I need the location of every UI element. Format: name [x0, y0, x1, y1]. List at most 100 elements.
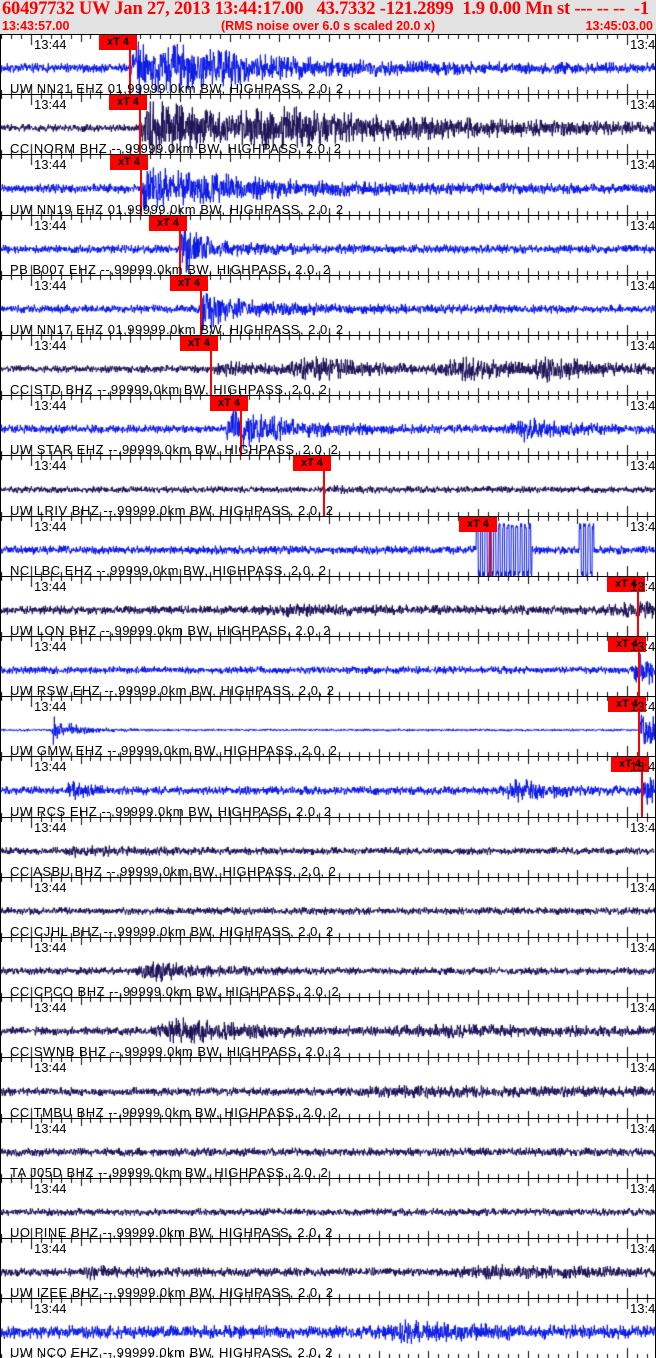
window-end-time: 13:45:03.00 — [585, 19, 653, 33]
pick-marker[interactable]: xT 4 — [607, 577, 645, 592]
trace-time-left: 13:44 — [34, 218, 67, 233]
trace-row: 13:44 13:45 CC SWNB BHZ --,99999.0km BW,… — [1, 997, 655, 1057]
station-label: UW NN17 EHZ 01,99999.0km BW, HIGHPASS, 2… — [10, 322, 344, 335]
waveform-canvas[interactable] — [1, 697, 655, 756]
trace-row: xT 4 13:44 13:45 CC NORM BHZ --,99999.0k… — [1, 94, 655, 154]
trace-time-left: 13:44 — [34, 940, 67, 955]
waveform-canvas[interactable] — [1, 938, 655, 997]
trace-time-right: 13:45 — [630, 338, 655, 353]
pick-marker[interactable]: xT 4 — [293, 456, 331, 471]
waveform-canvas[interactable] — [1, 637, 655, 696]
station-label: PB B007 EHZ --,99999.0km BW, HIGHPASS, 2… — [10, 262, 331, 275]
trace-time-left: 13:44 — [34, 37, 67, 52]
waveform-canvas[interactable] — [1, 1119, 655, 1178]
trace-row: 13:44 13:45 UO PINE BHZ --,99999.0km BW,… — [1, 1178, 655, 1238]
waveform-canvas[interactable] — [1, 998, 655, 1057]
station-label: UW NN21 EHZ 01,99999.0km BW, HIGHPASS, 2… — [10, 81, 344, 94]
pick-line[interactable] — [210, 336, 212, 395]
pick-marker[interactable]: xT 4 — [110, 155, 148, 170]
pick-line[interactable] — [641, 757, 643, 817]
trace-row: xT 4 13:44 13:45 UW NN17 EHZ 01,99999.0k… — [1, 275, 655, 335]
pick-line[interactable] — [140, 155, 142, 215]
pick-marker[interactable]: xT 4 — [170, 276, 208, 291]
pick-marker[interactable]: xT 4 — [459, 517, 497, 532]
waveform-canvas[interactable] — [1, 818, 655, 877]
trace-time-left: 13:44 — [34, 338, 67, 353]
waveform-canvas[interactable] — [1, 1058, 655, 1118]
trace-time-left: 13:44 — [34, 278, 67, 293]
waveform-canvas[interactable] — [1, 757, 655, 817]
station-label: UW NN19 EHZ 01,99999.0km BW, HIGHPASS, 2… — [10, 202, 344, 215]
trace-time-left: 13:44 — [34, 820, 67, 835]
station-label: CC ASBU BHZ --,99999.0km BW, HIGHPASS, 2… — [10, 864, 337, 877]
pick-marker[interactable]: xT 4 — [611, 757, 649, 772]
station-label: UW STAR EHZ --,99999.0km BW, HIGHPASS, 2… — [10, 442, 339, 455]
pick-line[interactable] — [638, 697, 640, 756]
trace-time-right: 13:45 — [630, 1121, 655, 1136]
trace-time-right: 13:45 — [630, 218, 655, 233]
trace-time-left: 13:44 — [34, 1060, 67, 1075]
pick-marker[interactable]: xT 4 — [608, 697, 646, 712]
trace-row: xT 4 13:44 13:45 UW LON BHZ --,99999.0km… — [1, 576, 655, 636]
pick-marker[interactable]: xT 4 — [149, 216, 187, 231]
waveform-canvas[interactable] — [1, 276, 655, 335]
station-label: TA J05D BHZ --,99999.0km BW, HIGHPASS, 2… — [10, 1165, 329, 1178]
station-label: UW IZEE BHZ --,99999.0km BW, HIGHPASS, 2… — [10, 1285, 334, 1298]
trace-time-left: 13:44 — [34, 157, 67, 172]
waveform-canvas[interactable] — [1, 1179, 655, 1238]
trace-time-left: 13:44 — [34, 458, 67, 473]
trace-row: 13:44 13:45 UW IZEE BHZ --,99999.0km BW,… — [1, 1238, 655, 1298]
station-label: CC STD BHZ --,99999.0km BW, HIGHPASS, 2.… — [10, 382, 328, 395]
trace-time-right: 13:45 — [630, 1060, 655, 1075]
pick-line[interactable] — [129, 35, 131, 94]
waveform-canvas[interactable] — [1, 878, 655, 937]
station-label: CC CPCO BHZ --,99999.0km BW, HIGHPASS, 2… — [10, 984, 340, 997]
trace-time-left: 13:44 — [34, 639, 67, 654]
trace-row: xT 4 13:44 13:45 PB B007 EHZ --,99999.0k… — [1, 215, 655, 275]
trace-row: xT 4 13:44 13:45 NC LBC EHZ --,99999.0km… — [1, 516, 655, 576]
waveform-canvas[interactable] — [1, 1299, 655, 1358]
pick-marker[interactable]: xT 4 — [210, 396, 248, 411]
pick-line[interactable] — [240, 396, 242, 455]
waveform-canvas[interactable] — [1, 577, 655, 636]
pick-marker[interactable]: xT 4 — [608, 637, 646, 652]
pick-line[interactable] — [139, 95, 141, 154]
waveform-canvas[interactable] — [1, 396, 655, 455]
window-start-time: 13:43:57.00 — [2, 19, 70, 33]
waveform-canvas[interactable] — [1, 336, 655, 395]
trace-row: xT 4 13:44 13:45 UW RCS EHZ --,99999.0km… — [1, 756, 655, 817]
pick-marker[interactable]: xT 4 — [99, 35, 137, 50]
waveform-canvas[interactable] — [1, 517, 655, 576]
trace-time-left: 13:44 — [34, 579, 67, 594]
waveform-canvas[interactable] — [1, 1239, 655, 1298]
pick-line[interactable] — [200, 276, 202, 335]
pick-line[interactable] — [323, 456, 325, 516]
trace-row: xT 4 13:44 13:45 UW NN21 EHZ 01,99999.0k… — [1, 34, 655, 94]
station-label: CC NORM BHZ --,99999.0km BW, HIGHPASS, 2… — [10, 141, 342, 154]
trace-time-right: 13:45 — [630, 579, 655, 594]
station-label: UW RCS EHZ --,99999.0km BW, HIGHPASS, 2.… — [10, 804, 332, 817]
pick-line[interactable] — [637, 577, 639, 636]
pick-line[interactable] — [638, 637, 640, 696]
trace-time-right: 13:45 — [630, 37, 655, 52]
trace-time-left: 13:44 — [34, 519, 67, 534]
trace-time-left: 13:44 — [34, 1301, 67, 1316]
trace-row: xT 4 13:44 13:45 UW RSW EHZ --,99999.0km… — [1, 636, 655, 696]
station-label: UW RSW EHZ --,99999.0km BW, HIGHPASS, 2.… — [10, 683, 335, 696]
pick-marker[interactable]: xT 4 — [180, 336, 218, 351]
trace-stack: xT 4 13:44 13:45 UW NN21 EHZ 01,99999.0k… — [0, 34, 656, 1358]
trace-time-left: 13:44 — [34, 1241, 67, 1256]
pick-line[interactable] — [489, 517, 491, 576]
waveform-canvas[interactable] — [1, 216, 655, 275]
station-label: CC SWNB BHZ --,99999.0km BW, HIGHPASS, 2… — [10, 1044, 341, 1057]
trace-row: 13:44 13:45 CC ASBU BHZ --,99999.0km BW,… — [1, 817, 655, 877]
trace-time-right: 13:45 — [630, 458, 655, 473]
trace-time-right: 13:45 — [630, 278, 655, 293]
trace-time-right: 13:45 — [630, 1000, 655, 1015]
event-header: 60497732 UW Jan 27, 2013 13:44:17.00 43.… — [0, 0, 656, 34]
trace-time-right: 13:45 — [630, 940, 655, 955]
pick-marker[interactable]: xT 4 — [109, 95, 147, 110]
pick-line[interactable] — [179, 216, 181, 275]
trace-time-right: 13:45 — [630, 759, 655, 774]
